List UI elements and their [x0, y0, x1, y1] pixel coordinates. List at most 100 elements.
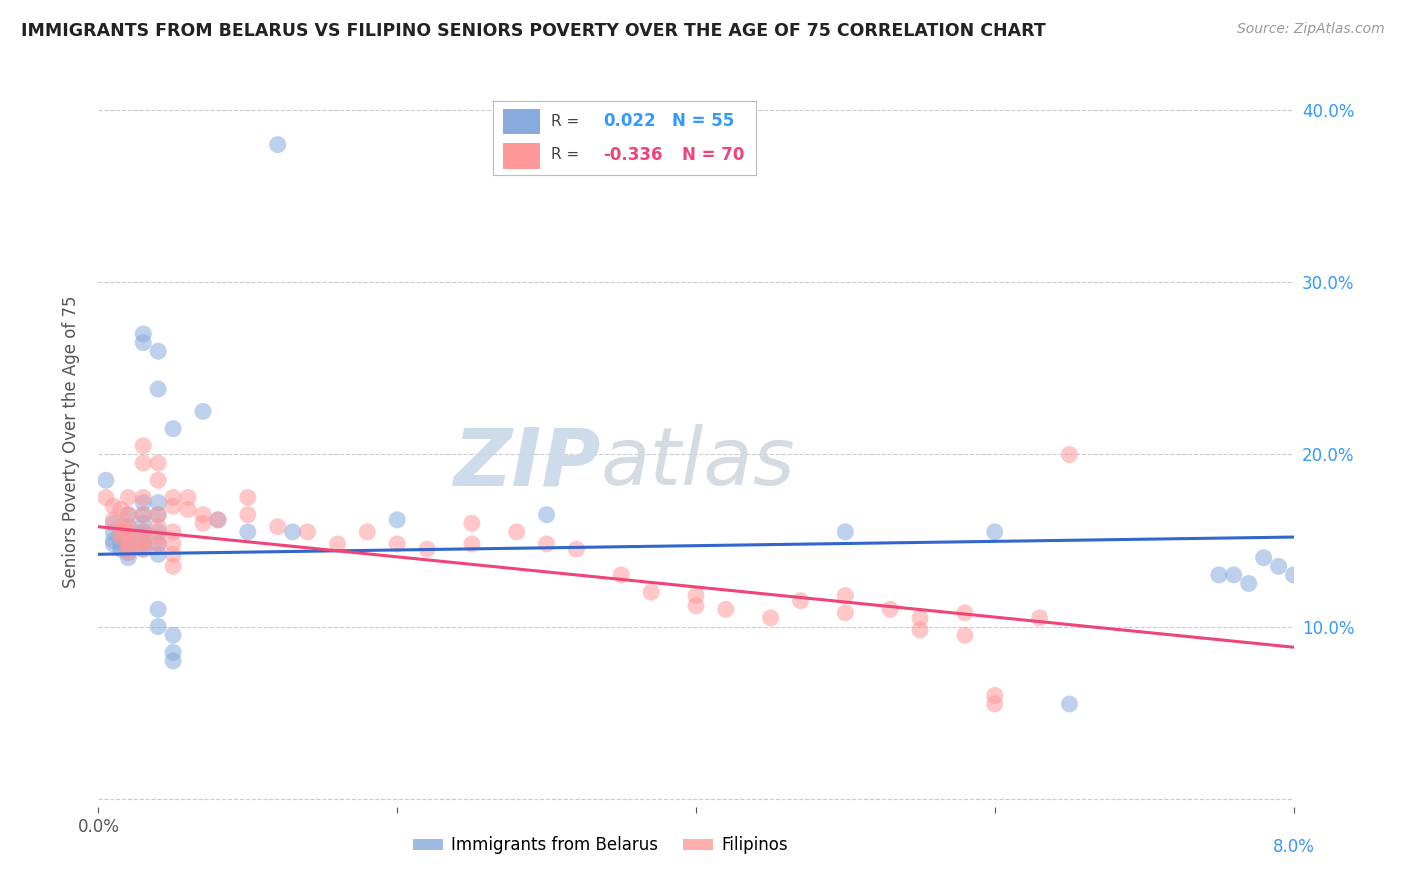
Point: [834, 589, 856, 603]
Point: [132, 516, 155, 531]
Point: [132, 537, 155, 551]
Point: [297, 524, 319, 539]
Point: [536, 537, 558, 551]
Point: [267, 520, 290, 534]
Point: [984, 697, 1007, 711]
Point: [953, 606, 976, 620]
Point: [326, 537, 349, 551]
Point: [117, 550, 139, 565]
Point: [117, 537, 139, 551]
Point: [148, 456, 170, 470]
Point: [148, 508, 170, 522]
Point: [110, 520, 132, 534]
Point: [191, 508, 214, 522]
Point: [1059, 697, 1081, 711]
Point: [953, 628, 976, 642]
Point: [267, 137, 290, 152]
Point: [162, 524, 184, 539]
Point: [984, 689, 1007, 703]
Point: [117, 545, 139, 559]
Point: [148, 524, 170, 539]
Point: [132, 439, 155, 453]
Point: [1253, 550, 1275, 565]
Point: [984, 524, 1007, 539]
Point: [506, 524, 529, 539]
Point: [879, 602, 901, 616]
Point: [148, 602, 170, 616]
Point: [162, 537, 184, 551]
Point: [117, 537, 139, 551]
Point: [207, 513, 229, 527]
Point: [1223, 568, 1246, 582]
Point: [834, 524, 856, 539]
Point: [132, 508, 155, 522]
Point: [117, 520, 139, 534]
Point: [148, 537, 170, 551]
Point: [132, 508, 155, 522]
Point: [162, 422, 184, 436]
Point: [148, 344, 170, 359]
Point: [117, 508, 139, 522]
Point: [103, 499, 125, 513]
Point: [132, 542, 155, 557]
Point: [148, 547, 170, 561]
Point: [110, 502, 132, 516]
Point: [1267, 559, 1289, 574]
Point: [162, 559, 184, 574]
Point: [103, 537, 125, 551]
Point: [1028, 611, 1050, 625]
Point: [565, 542, 588, 557]
Point: [789, 593, 811, 607]
Point: [281, 524, 304, 539]
Point: [191, 404, 214, 418]
Point: [177, 502, 200, 516]
Point: [110, 530, 132, 544]
Point: [207, 513, 229, 527]
Point: [103, 524, 125, 539]
Point: [461, 516, 484, 531]
Point: [110, 524, 132, 539]
Point: [132, 542, 155, 557]
Point: [640, 585, 662, 599]
Point: [132, 456, 155, 470]
Point: [162, 645, 184, 659]
Text: 8.0%: 8.0%: [1272, 838, 1315, 855]
Point: [714, 602, 737, 616]
Point: [236, 491, 259, 505]
Point: [132, 524, 155, 539]
Point: [110, 524, 132, 539]
Point: [834, 606, 856, 620]
Point: [177, 491, 200, 505]
Point: [148, 495, 170, 509]
Point: [110, 533, 132, 548]
Point: [162, 654, 184, 668]
Point: [685, 589, 707, 603]
Point: [148, 508, 170, 522]
Point: [191, 516, 214, 531]
Point: [162, 547, 184, 561]
Point: [148, 619, 170, 633]
Point: [461, 537, 484, 551]
Point: [132, 335, 155, 350]
Point: [162, 491, 184, 505]
Point: [610, 568, 633, 582]
Point: [132, 495, 155, 509]
Point: [148, 537, 170, 551]
Point: [908, 623, 931, 637]
Point: [356, 524, 378, 539]
Text: Source: ZipAtlas.com: Source: ZipAtlas.com: [1237, 22, 1385, 37]
Point: [117, 524, 139, 539]
Point: [94, 473, 117, 487]
Point: [1237, 576, 1260, 591]
Point: [1282, 568, 1305, 582]
Point: [759, 611, 782, 625]
Point: [236, 508, 259, 522]
Y-axis label: Seniors Poverty Over the Age of 75: Seniors Poverty Over the Age of 75: [62, 295, 80, 588]
Text: ZIP: ZIP: [453, 425, 600, 502]
Text: IMMIGRANTS FROM BELARUS VS FILIPINO SENIORS POVERTY OVER THE AGE OF 75 CORRELATI: IMMIGRANTS FROM BELARUS VS FILIPINO SENI…: [21, 22, 1046, 40]
Point: [148, 520, 170, 534]
Point: [132, 533, 155, 548]
Point: [162, 499, 184, 513]
Point: [94, 491, 117, 505]
Point: [132, 326, 155, 341]
